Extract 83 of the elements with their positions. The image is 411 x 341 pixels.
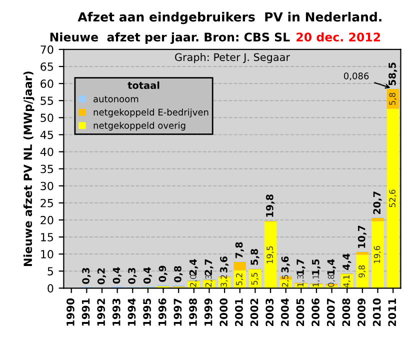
text: 20 dec. 2012 xyxy=(296,32,380,42)
x-tick-label: 2005 xyxy=(296,298,304,326)
x-tick-label: 1998 xyxy=(189,298,197,326)
y-tick-label: 10 xyxy=(41,250,54,258)
data-label: 4,1 xyxy=(343,275,350,288)
total-label: 1,4 xyxy=(327,259,336,275)
data-label: 19,6 xyxy=(374,246,382,264)
data-label: 52,6 xyxy=(389,190,396,208)
data-label: 5,2 xyxy=(236,273,244,286)
total-label: 0,3 xyxy=(128,268,137,284)
data-label: 5,8 xyxy=(389,92,396,105)
total-label: 1,5 xyxy=(312,259,321,275)
x-tick-label: 2002 xyxy=(250,298,258,326)
total-label: 20,7 xyxy=(373,192,382,214)
y-tick-label: 65 xyxy=(40,62,54,71)
total-label: 5,8 xyxy=(250,249,260,265)
data-label: 2,3 xyxy=(205,274,213,287)
total-label: 1,7 xyxy=(296,259,306,275)
total-label: 0,4 xyxy=(112,267,122,284)
total-label: 0,9 xyxy=(158,266,168,282)
total-label: 2,4 xyxy=(189,259,198,276)
x-tick-label: 2010 xyxy=(372,298,381,326)
data-label: 3,2 xyxy=(220,275,228,287)
legend-label: autonoom xyxy=(94,96,138,102)
y-tick-label: 50 xyxy=(40,114,54,122)
x-tick-label: 2006 xyxy=(312,298,320,326)
x-tick-label: 1995 xyxy=(143,298,151,326)
x-tick-label: 2004 xyxy=(280,298,289,326)
x-tick-label: 1993 xyxy=(112,298,120,326)
annotation: Graph: Peter J. Segaar xyxy=(175,53,290,64)
chart-subtitle: Nieuwe afzet per jaar. Bron: CBS SL xyxy=(50,32,290,44)
x-tick-label: 1994 xyxy=(128,298,136,326)
x-tick-label: 1997 xyxy=(174,298,182,326)
chart-title: Afzet aan eindgebruikers PV in Nederland. xyxy=(78,12,382,24)
y-tick-label: 55 xyxy=(40,96,54,105)
total-label: 0,4 xyxy=(143,267,152,284)
data-label: 19,5 xyxy=(266,246,274,264)
y-axis-title: Nieuwe afzet PV NL (MWp/jaar) xyxy=(23,72,34,266)
y-tick-label: 35 xyxy=(40,164,54,174)
x-tick-label: 1992 xyxy=(97,298,106,326)
x-tick-label: 2009 xyxy=(358,298,366,326)
data-label: 2,5 xyxy=(282,274,290,287)
y-tick-label: 25 xyxy=(40,198,54,208)
data-label: 0,8 xyxy=(328,274,336,287)
y-tick-label: 0 xyxy=(48,284,54,293)
y-tick-label: 20 xyxy=(40,216,54,224)
total-label: 4,4 xyxy=(342,254,352,270)
total-label: 0,8 xyxy=(174,266,183,282)
y-tick-label: 40 xyxy=(40,148,54,156)
total-label: 0,2 xyxy=(97,268,106,284)
y-tick-label: 60 xyxy=(40,80,54,88)
total-label: 2,7 xyxy=(204,259,214,276)
x-tick-label: 2008 xyxy=(342,298,350,326)
y-tick-label: 70 xyxy=(40,45,54,54)
x-tick-label: 1991 xyxy=(82,298,90,326)
total-label: 7,8 xyxy=(235,242,244,258)
total-label: 58,5 xyxy=(388,62,398,86)
y-tick-label: 15 xyxy=(41,233,54,242)
total-label: 0,3 xyxy=(82,268,91,284)
x-tick-label: 2007 xyxy=(326,298,335,326)
x-tick-label: 2003 xyxy=(266,298,274,326)
data-label: 2,0 xyxy=(190,274,198,287)
legend-label: netgekoppeld overig xyxy=(94,122,186,131)
total-label: 3,6 xyxy=(281,256,290,272)
total-label: 10,7 xyxy=(358,226,366,248)
data-label: 1,1 xyxy=(312,274,320,287)
data-label: 9,8 xyxy=(358,265,366,278)
data-label: 1,3 xyxy=(297,274,304,287)
x-tick-label: 1996 xyxy=(158,298,166,326)
total-label: 19,8 xyxy=(266,194,275,217)
data-label: 5,5 xyxy=(251,272,258,285)
x-tick-label: 1990 xyxy=(66,298,74,326)
x-tick-label: 2000 xyxy=(220,298,228,326)
x-tick-label: 1999 xyxy=(204,298,212,326)
annotation: 0,086 xyxy=(344,72,369,80)
x-tick-label: 2011 xyxy=(388,298,396,326)
y-tick-label: 45 xyxy=(40,130,54,140)
legend-title: totaal xyxy=(128,81,160,89)
total-label: 3,6 xyxy=(220,256,229,272)
legend-label: netgekoppeld E-bedrijven xyxy=(94,108,208,118)
y-tick-label: 30 xyxy=(40,182,54,190)
x-tick-label: 2001 xyxy=(235,298,243,326)
y-tick-label: 5 xyxy=(48,267,54,276)
